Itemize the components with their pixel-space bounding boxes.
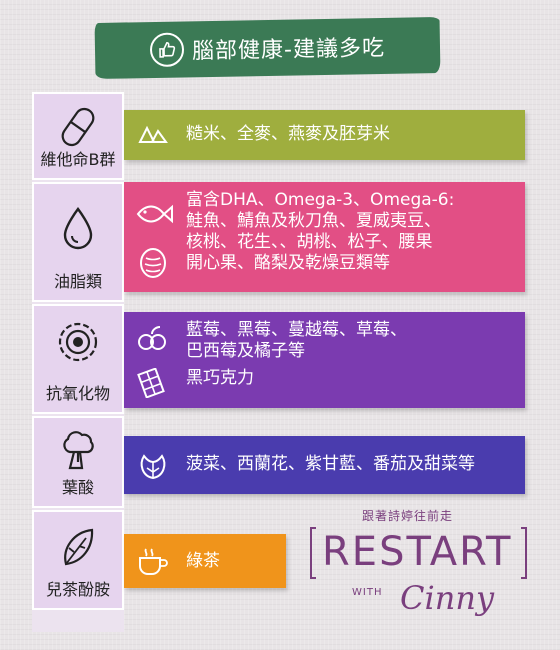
logo-bracket-right — [521, 527, 527, 579]
food-text: 藍莓、黑莓、蔓越莓、草莓、 — [186, 320, 407, 340]
food-bar-folate: 菠菜、西蘭花、紫甘藍、番茄及甜菜等 — [124, 436, 525, 494]
page-title: 腦部健康-建議多吃 — [191, 35, 386, 65]
berry-icon — [136, 324, 168, 358]
category-label: 抗氧化物 — [45, 384, 110, 403]
logo-name: RESTART — [322, 529, 513, 575]
food-text: 巴西莓及橘子等 — [186, 341, 305, 361]
logo-with: WITH — [352, 587, 383, 598]
category-oils: 油脂類 — [32, 182, 124, 302]
logo-bracket-left — [310, 527, 316, 579]
food-text: 糙米、全麥、燕麥及胚芽米 — [186, 124, 390, 144]
food-text: 黑巧克力 — [186, 368, 254, 388]
food-bar-tea: 綠茶 — [124, 534, 286, 588]
category-label: 油脂類 — [53, 272, 102, 291]
category-folate: 葉酸 — [32, 416, 124, 508]
food-text: 鮭魚、鯖魚及秋刀魚、夏威夷豆、 — [186, 211, 441, 231]
category-catecholamine: 兒茶酚胺 — [32, 510, 124, 610]
chocolate-icon — [136, 367, 166, 404]
logo-tagline: 跟著詩婷往前走 — [362, 509, 454, 523]
oil-drop-icon — [61, 206, 95, 254]
tea-cup-icon — [136, 546, 170, 582]
thumbs-up-icon — [149, 32, 185, 68]
antioxidant-icon — [56, 320, 100, 368]
category-antioxidants: 抗氧化物 — [32, 304, 124, 414]
food-text: 富含DHA、Omega-3、Omega-6: — [186, 190, 455, 210]
food-bar-antioxidants: 藍莓、黑莓、蔓越莓、草莓、 巴西莓及橘子等 黑巧克力 — [124, 312, 525, 408]
category-b-group: 維他命B群 — [32, 92, 124, 180]
nut-icon — [136, 246, 170, 286]
logo-signature: Cinny — [400, 579, 495, 617]
title-banner: 腦部健康-建議多吃 — [94, 16, 441, 80]
grain-icon — [136, 122, 170, 154]
leaf-icon — [58, 526, 98, 574]
category-label: 維他命B群 — [40, 150, 116, 169]
food-text: 開心果、酪梨及乾燥豆類等 — [186, 253, 390, 273]
fish-icon — [136, 202, 174, 232]
category-label: 葉酸 — [61, 478, 94, 497]
food-bar-b-group: 糙米、全麥、燕麥及胚芽米 — [124, 110, 525, 160]
category-label: 兒茶酚胺 — [45, 580, 110, 599]
food-text: 綠茶 — [186, 551, 220, 571]
food-bar-oils: 富含DHA、Omega-3、Omega-6: 鮭魚、鯖魚及秋刀魚、夏威夷豆、 核… — [124, 182, 525, 292]
broccoli-icon — [58, 430, 98, 476]
restart-logo: 跟著詩婷往前走 RESTART WITH Cinny — [308, 505, 533, 635]
food-text: 菠菜、西蘭花、紫甘藍、番茄及甜菜等 — [186, 454, 475, 474]
capsule-icon — [58, 104, 98, 154]
vegetable-icon — [136, 450, 170, 486]
food-text: 核桃、花生、、胡桃、松子、腰果 — [186, 232, 433, 252]
